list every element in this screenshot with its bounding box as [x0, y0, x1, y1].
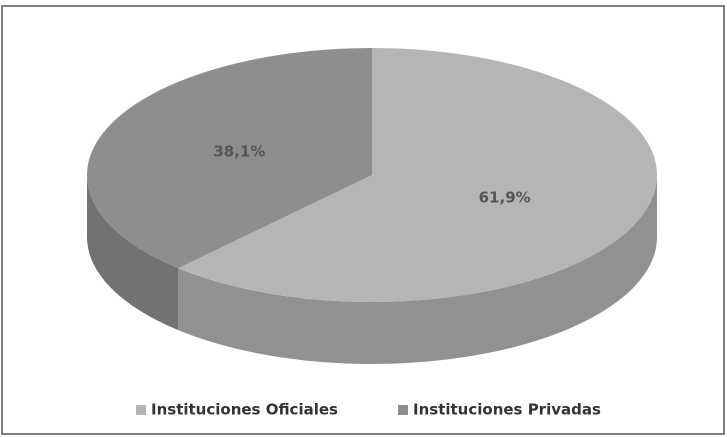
- pie-slice: [86, 48, 372, 269]
- pie-side: [178, 175, 657, 365]
- legend-swatch: [398, 405, 408, 415]
- legend-label: Instituciones Oficiales: [151, 401, 338, 419]
- pie-slice: [178, 48, 657, 302]
- data-label: 38,1%: [213, 142, 265, 160]
- legend-label: Instituciones Privadas: [413, 401, 601, 419]
- pie-side: [87, 175, 179, 331]
- legend-swatch: [136, 405, 146, 415]
- data-label: 61,9%: [479, 189, 531, 207]
